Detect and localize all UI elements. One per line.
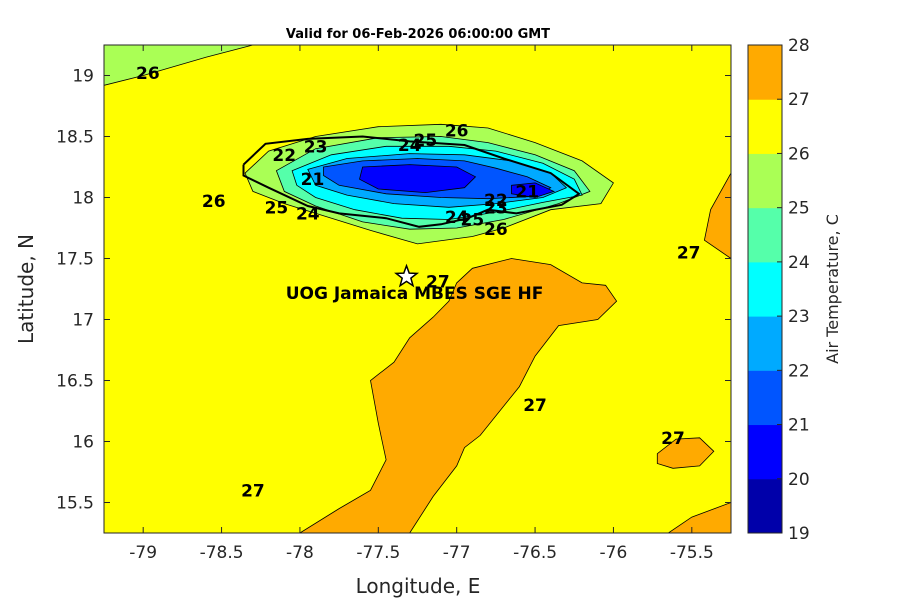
contour-label: 27 (661, 429, 685, 449)
contour-label: 27 (241, 481, 265, 501)
plot-frame (103, 44, 732, 534)
contour-label: 24 (296, 204, 320, 224)
contour-label: 26 (136, 64, 160, 84)
y-tick-label: 18.5 (56, 128, 94, 148)
colorbar-swatch (748, 316, 782, 371)
jamaica-coastline (242, 135, 581, 228)
contour-label: 25 (461, 210, 485, 230)
y-tick-label: 17.5 (56, 250, 94, 270)
region-east-blob-21 (511, 182, 556, 198)
colorbar-tick-label: 25 (788, 199, 810, 219)
colorbar-swatch (748, 261, 782, 317)
colorbar-tick-label: 20 (788, 470, 810, 490)
x-axis-label: Longitude, E (356, 574, 481, 598)
y-tick-label: 16 (72, 433, 94, 453)
region-jamaica-20 (359, 164, 477, 194)
contour-label: 23 (304, 137, 328, 157)
y-tick-label: 15.5 (56, 494, 94, 514)
contour-label: 27 (523, 396, 547, 416)
region-ridge-27 (299, 258, 618, 533)
x-tick-label: -75.5 (670, 543, 714, 563)
colorbar-frame (747, 44, 783, 534)
colorbar-tick-label: 24 (788, 253, 810, 273)
contour-label: 24 (445, 208, 469, 228)
contour-label: 26 (202, 192, 226, 212)
x-tick-label: -78.5 (200, 543, 244, 563)
colorbar-swatch (748, 478, 782, 534)
contour-label: 26 (484, 220, 508, 240)
contour-label: 21 (515, 182, 539, 202)
contour-label: 23 (484, 198, 508, 218)
x-tick-label: -77 (443, 543, 471, 563)
region-east-edge-27 (703, 172, 731, 259)
y-tick-label: 16.5 (56, 372, 94, 392)
x-tick-label: -76 (600, 543, 628, 563)
colorbar-label: Air Temperature, C (823, 214, 842, 364)
x-axis: -79 -78.5 -78 -77.5 -77 -76.5 -76 -75.5 (129, 45, 714, 563)
colorbar-tick-label: 28 (788, 36, 810, 56)
y-tick-label: 18 (72, 189, 94, 209)
contour-label: 22 (272, 146, 296, 166)
colorbar-swatch (748, 207, 782, 263)
y-tick-label: 19 (72, 67, 94, 87)
x-tick-label: -76.5 (513, 543, 557, 563)
contour-label: 24 (398, 136, 422, 156)
colorbar-tick-label: 19 (788, 524, 810, 544)
y-axis: 19 18.5 18 17.5 17 16.5 16 15.5 (56, 67, 731, 514)
colorbar-tick-label: 26 (788, 144, 810, 164)
x-tick-label: -79 (129, 543, 157, 563)
colorbar-tick-label: 21 (788, 416, 810, 436)
contour-label: 27 (426, 273, 450, 293)
contour-label: 27 (677, 243, 701, 263)
region-se-corner-27 (667, 502, 731, 533)
colorbar-swatch (748, 370, 782, 426)
contour-label: 21 (301, 170, 325, 190)
colorbar-swatch (748, 153, 782, 209)
colorbar-swatch (748, 424, 782, 480)
y-axis-label: Latitude, N (14, 234, 38, 344)
region-nw-corner (104, 45, 254, 86)
colorbar-swatch (748, 45, 782, 100)
region-small-27 (656, 437, 715, 469)
colorbar-tick-label: 22 (788, 361, 810, 381)
colorbar-tick-label: 23 (788, 307, 810, 327)
colorbar-tick-label: 27 (788, 90, 810, 110)
y-tick-label: 17 (72, 311, 94, 331)
colorbar-ticks: 19 20 21 22 23 24 25 26 27 28 (777, 36, 810, 544)
chart-title: Valid for 06-Feb-2026 06:00:00 GMT (286, 27, 550, 42)
contour-label: 26 (445, 121, 469, 141)
x-tick-label: -78 (286, 543, 314, 563)
contour-regions (104, 45, 731, 533)
contour-label: 22 (484, 191, 508, 211)
colorbar (748, 45, 782, 534)
colorbar-swatch (748, 99, 782, 154)
contour-label: 25 (414, 131, 438, 151)
station-marker (394, 263, 420, 288)
star-icon (394, 263, 420, 288)
station-label: UOG Jamaica MBES SGE HF (286, 284, 544, 304)
x-tick-label: -77.5 (356, 543, 400, 563)
contour-label: 25 (265, 198, 289, 218)
